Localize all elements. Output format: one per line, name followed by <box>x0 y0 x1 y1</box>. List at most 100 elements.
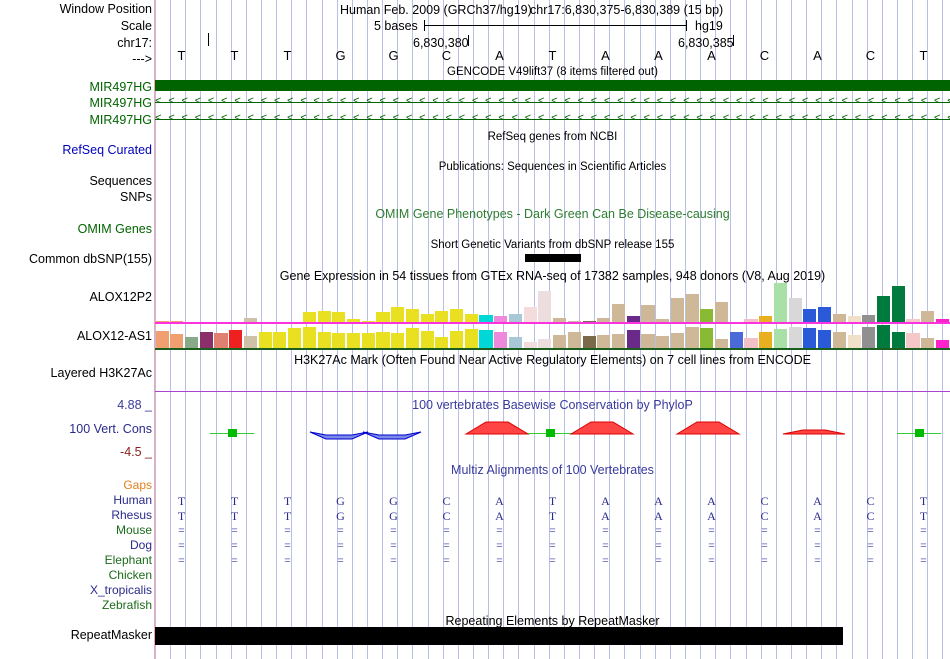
gtex-bar[interactable] <box>435 337 449 348</box>
gtex-bar[interactable] <box>405 328 419 348</box>
gtex-bar[interactable] <box>273 332 287 348</box>
gtex-bar[interactable] <box>346 333 361 348</box>
gtex-bar[interactable] <box>803 328 817 348</box>
gtex-bar[interactable] <box>876 296 891 322</box>
conservation-side-label[interactable]: 100 Vert. Cons <box>69 422 152 436</box>
gtex-bar[interactable] <box>155 321 169 322</box>
conservation-positive-peak[interactable] <box>569 419 635 436</box>
gtex-bar[interactable] <box>450 309 464 322</box>
gtex-bar[interactable] <box>302 312 316 322</box>
gtex-bar[interactable] <box>818 330 832 348</box>
h3k27ac-side-label[interactable]: Layered H3K27Ac <box>50 366 152 380</box>
gtex-bar[interactable] <box>715 302 729 322</box>
gtex-bar[interactable] <box>435 311 449 322</box>
gtex-bar[interactable] <box>611 304 626 322</box>
gtex-bar[interactable] <box>479 315 493 322</box>
repeatmasker-feature-bar[interactable] <box>155 627 843 645</box>
gtex-bar[interactable] <box>935 340 949 348</box>
gtex-bar[interactable] <box>214 333 228 348</box>
gtex-bar[interactable] <box>906 319 920 322</box>
gtex-bar[interactable] <box>862 327 876 348</box>
dbsnp-variant-marker[interactable] <box>525 254 581 262</box>
gtex-bar[interactable] <box>538 291 552 322</box>
gtex-bar[interactable] <box>641 305 655 322</box>
gtex-bar[interactable] <box>523 307 537 322</box>
gtex-bar[interactable] <box>450 331 464 348</box>
gtex-row-1-label[interactable]: ALOX12-AS1 <box>76 329 152 343</box>
gtex-bar[interactable] <box>803 309 817 322</box>
gtex-bar[interactable] <box>906 333 920 348</box>
gtex-bar[interactable] <box>744 319 758 322</box>
conservation-plot[interactable] <box>155 398 950 460</box>
gtex-bar[interactable] <box>788 298 802 322</box>
multiz-species-label[interactable]: Dog <box>129 538 152 552</box>
conservation-positive-peak[interactable] <box>546 429 555 437</box>
multiz-species-label[interactable]: Zebrafish <box>101 598 152 612</box>
repeatmasker-side-label[interactable]: RepeatMasker <box>70 628 152 642</box>
gtex-bar[interactable] <box>685 294 699 322</box>
gtex-bar[interactable] <box>243 318 258 322</box>
gtex-bar[interactable] <box>700 328 714 348</box>
conservation-positive-peak[interactable] <box>675 419 741 436</box>
gtex-bar[interactable] <box>818 307 832 322</box>
omim-side-label[interactable]: OMIM Genes <box>77 222 152 236</box>
gtex-bar[interactable] <box>553 318 567 322</box>
conservation-positive-peak[interactable] <box>228 429 237 437</box>
gtex-bar[interactable] <box>185 337 199 348</box>
gtex-bar[interactable] <box>170 321 184 322</box>
gtex-bar[interactable] <box>494 316 508 322</box>
gtex-bar[interactable] <box>258 332 272 348</box>
gtex-bar[interactable] <box>670 298 684 322</box>
multiz-species-label[interactable]: Elephant <box>104 553 152 567</box>
conservation-positive-peak[interactable] <box>781 427 847 436</box>
gencode-exon-block[interactable] <box>155 80 950 91</box>
refseq-side-label[interactable]: RefSeq Curated <box>62 143 152 157</box>
gtex-bar[interactable] <box>361 321 375 322</box>
gtex-bar[interactable] <box>420 331 434 348</box>
gtex-bar[interactable] <box>361 333 375 348</box>
gtex-bar[interactable] <box>302 327 316 348</box>
gtex-bar[interactable] <box>729 332 743 348</box>
gtex-bar[interactable] <box>170 334 184 348</box>
gtex-bar[interactable] <box>332 312 346 322</box>
gtex-bar[interactable] <box>715 339 729 348</box>
gtex-bar[interactable] <box>376 312 390 322</box>
gtex-bar[interactable] <box>832 314 846 322</box>
gtex-bar[interactable] <box>317 332 331 348</box>
gtex-bar[interactable] <box>582 336 596 348</box>
gtex-bar[interactable] <box>891 286 905 322</box>
gtex-bar[interactable] <box>862 315 876 322</box>
gtex-bar[interactable] <box>921 311 935 322</box>
gtex-bar[interactable] <box>229 330 243 348</box>
gtex-bar[interactable] <box>346 319 361 322</box>
gtex-bar[interactable] <box>700 309 714 322</box>
conservation-negative-trough[interactable] <box>308 430 370 444</box>
gtex-bar[interactable] <box>508 314 523 322</box>
multiz-species-label[interactable]: Human <box>113 493 152 507</box>
publications-snps-label[interactable]: SNPs <box>120 190 152 204</box>
multiz-species-label[interactable]: Gaps <box>123 478 152 492</box>
multiz-species-label[interactable]: Chicken <box>108 568 152 582</box>
gtex-barchart-alox12p2[interactable] <box>155 283 950 322</box>
gtex-bar[interactable] <box>759 332 773 348</box>
gtex-bar[interactable] <box>597 335 611 348</box>
multiz-species-label[interactable]: X_tropicalis <box>89 583 152 597</box>
gtex-bar[interactable] <box>611 334 626 348</box>
publications-sequences-label[interactable]: Sequences <box>89 174 152 188</box>
gtex-bar[interactable] <box>626 330 640 348</box>
gtex-bar[interactable] <box>464 314 478 322</box>
gtex-bar[interactable] <box>656 319 670 322</box>
conservation-positive-peak[interactable] <box>464 419 530 436</box>
gtex-bar[interactable] <box>876 325 891 348</box>
dbsnp-side-label[interactable]: Common dbSNP(155) <box>29 252 152 266</box>
gtex-bar[interactable] <box>832 332 846 348</box>
gtex-bar[interactable] <box>567 321 581 322</box>
gtex-bar[interactable] <box>773 329 788 348</box>
conservation-negative-trough[interactable] <box>361 430 423 444</box>
multiz-species-label[interactable]: Rhesus <box>111 508 152 522</box>
gtex-bar[interactable] <box>199 332 213 348</box>
gtex-bar[interactable] <box>567 332 581 348</box>
gtex-bar[interactable] <box>847 316 861 322</box>
gtex-bar[interactable] <box>288 328 302 348</box>
multiz-species-label[interactable]: Mouse <box>115 523 152 537</box>
